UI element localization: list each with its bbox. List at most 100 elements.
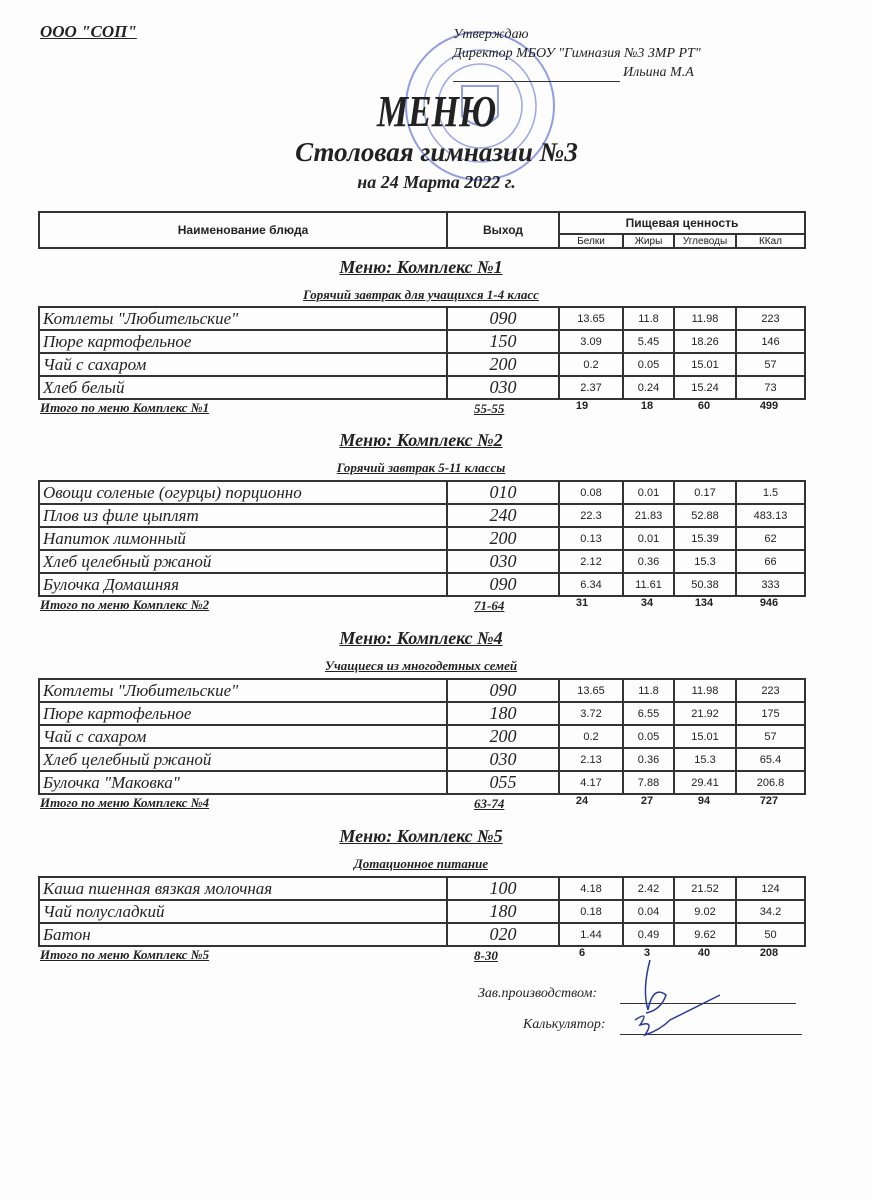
dish-carbs: 15.01 xyxy=(673,724,737,749)
section-title: Меню: Комплекс №4 xyxy=(339,628,503,648)
dish-name: Чай полусладкий xyxy=(38,899,448,924)
dish-carbs: 11.98 xyxy=(673,306,737,331)
menu-section: Меню: Комплекс №2 Горячий завтрак 5-11 кл… xyxy=(38,430,806,617)
menu-section: Меню: Комплекс №1 Горячий завтрак для уча… xyxy=(38,257,806,420)
approval-signature-line xyxy=(453,81,620,82)
table-row: Котлеты "Любительские" 090 13.65 11.8 11.9… xyxy=(38,306,806,331)
total-protein: 24 xyxy=(575,795,589,807)
dish-fat: 6.55 xyxy=(622,701,675,726)
dish-fat: 0.24 xyxy=(622,375,675,400)
dish-protein: 0.2 xyxy=(558,352,624,377)
dish-fat: 0.36 xyxy=(622,549,675,574)
approval-block: Утверждаю Директор МБОУ "Гимназия №3 ЗМР… xyxy=(453,25,701,82)
dish-protein: 4.17 xyxy=(558,770,624,795)
dish-output: 200 xyxy=(446,724,560,749)
section-total-row: Итого по меню Комплекс №2 71-64 31 34 134 9… xyxy=(38,597,804,617)
dish-carbs: 15.3 xyxy=(673,747,737,772)
table-header: Наименование блюда Выход Пищевая ценност… xyxy=(38,211,806,249)
dish-name: Хлеб целебный ржаной xyxy=(38,549,448,574)
dish-carbs: 9.02 xyxy=(673,899,737,924)
dish-name: Батон xyxy=(38,922,448,947)
total-price: 71-64 xyxy=(474,598,505,613)
dish-kcal: 175 xyxy=(735,701,806,726)
official-stamp xyxy=(405,31,555,181)
dish-protein: 2.37 xyxy=(558,375,624,400)
section-total-row: Итого по меню Комплекс №4 63-74 24 27 94 72… xyxy=(38,795,804,815)
dish-protein: 22.3 xyxy=(558,503,624,528)
table-row: Батон 020 1.44 0.49 9.62 50 xyxy=(38,922,806,947)
dish-carbs: 29.41 xyxy=(673,770,737,795)
page-title: МЕНЮ xyxy=(376,87,497,136)
dish-kcal: 57 xyxy=(735,724,806,749)
dish-protein: 3.72 xyxy=(558,701,624,726)
total-label: Итого по меню Комплекс №2 xyxy=(40,597,210,612)
total-fat: 34 xyxy=(640,597,654,609)
section-title: Меню: Комплекс №1 xyxy=(339,257,503,277)
dish-name: Булочка "Маковка" xyxy=(38,770,448,795)
dish-output: 020 xyxy=(446,922,560,947)
dish-fat: 0.49 xyxy=(622,922,675,947)
dish-carbs: 52.88 xyxy=(673,503,737,528)
dish-fat: 0.01 xyxy=(622,526,675,551)
dish-carbs: 15.24 xyxy=(673,375,737,400)
total-kcal: 727 xyxy=(759,795,779,807)
dish-kcal: 483.13 xyxy=(735,503,806,528)
dish-name: Каша пшенная вязкая молочная xyxy=(38,876,448,901)
dish-carbs: 50.38 xyxy=(673,572,737,597)
dish-kcal: 223 xyxy=(735,678,806,703)
dish-kcal: 34.2 xyxy=(735,899,806,924)
total-label: Итого по меню Комплекс №4 xyxy=(40,795,210,810)
total-label: Итого по меню Комплекс №5 xyxy=(40,947,210,962)
total-price: 8-30 xyxy=(474,948,498,963)
dish-output: 030 xyxy=(446,747,560,772)
total-kcal: 946 xyxy=(759,597,779,609)
dish-carbs: 15.3 xyxy=(673,549,737,574)
dish-kcal: 57 xyxy=(735,352,806,377)
dish-carbs: 15.01 xyxy=(673,352,737,377)
dish-output: 030 xyxy=(446,549,560,574)
table-row: Чай с сахаром 200 0.2 0.05 15.01 57 xyxy=(38,724,806,749)
dish-name: Овощи соленые (огурцы) порционно xyxy=(38,480,448,505)
dish-fat: 0.05 xyxy=(622,724,675,749)
dish-name: Плов из филе цыплят xyxy=(38,503,448,528)
dish-kcal: 124 xyxy=(735,876,806,901)
column-header-name: Наименование блюда xyxy=(38,211,448,249)
table-row: Чай полусладкий 180 0.18 0.04 9.02 34.2 xyxy=(38,899,806,924)
dish-output: 030 xyxy=(446,375,560,400)
dish-protein: 2.12 xyxy=(558,549,624,574)
dish-name: Хлеб целебный ржаной xyxy=(38,747,448,772)
dish-fat: 0.01 xyxy=(622,480,675,505)
dish-name: Пюре картофельное xyxy=(38,329,448,354)
dish-kcal: 146 xyxy=(735,329,806,354)
dish-name: Булочка Домашняя xyxy=(38,572,448,597)
table-row: Каша пшенная вязкая молочная 100 4.18 2.4… xyxy=(38,876,806,901)
table-row: Хлеб целебный ржаной 030 2.13 0.36 15.3 65.… xyxy=(38,747,806,772)
dish-protein: 3.09 xyxy=(558,329,624,354)
dish-name: Котлеты "Любительские" xyxy=(38,306,448,331)
dish-fat: 21.83 xyxy=(622,503,675,528)
column-header-protein: Белки xyxy=(558,233,624,249)
production-head-label: Зав.производством: xyxy=(478,986,598,1001)
dish-fat: 0.05 xyxy=(622,352,675,377)
column-header-carbs: Углеводы xyxy=(673,233,737,249)
dish-kcal: 333 xyxy=(735,572,806,597)
table-row: Хлеб белый 030 2.37 0.24 15.24 73 xyxy=(38,375,806,400)
total-carbs: 40 xyxy=(697,947,711,959)
section-subtitle: Горячий завтрак 5-11 классы xyxy=(336,460,506,475)
dish-output: 090 xyxy=(446,678,560,703)
total-protein: 31 xyxy=(575,597,589,609)
menu-date: на 24 Марта 2022 г. xyxy=(357,172,516,192)
column-header-fat: Жиры xyxy=(622,233,675,249)
section-items-table: Котлеты "Любительские" 090 13.65 11.8 11.9… xyxy=(38,678,806,795)
section-items-table: Котлеты "Любительские" 090 13.65 11.8 11.9… xyxy=(38,306,806,400)
dish-name: Чай с сахаром xyxy=(38,352,448,377)
production-head-signature-line xyxy=(620,1003,796,1004)
dish-output: 150 xyxy=(446,329,560,354)
total-fat: 3 xyxy=(643,947,651,959)
dish-output: 090 xyxy=(446,306,560,331)
column-header-output: Выход xyxy=(446,211,560,249)
dish-output: 055 xyxy=(446,770,560,795)
dish-carbs: 15.39 xyxy=(673,526,737,551)
table-row: Котлеты "Любительские" 090 13.65 11.8 11.9… xyxy=(38,678,806,703)
